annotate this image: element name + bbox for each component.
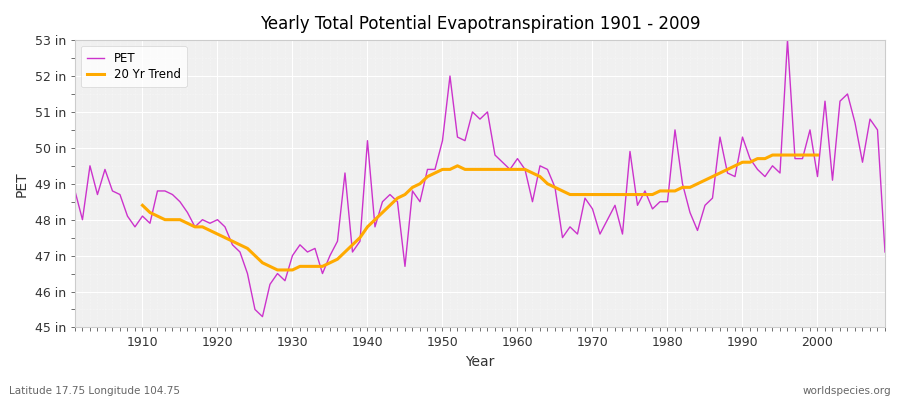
- PET: [609, 203, 620, 208]
- 20 Yr Trend: [220, 235, 230, 240]
- PET: [519, 167, 530, 172]
- Y-axis label: PET: PET: [15, 171, 29, 196]
- PET: [69, 188, 80, 193]
- X-axis label: Year: Year: [465, 355, 495, 369]
- 20 Yr Trend: [272, 268, 283, 272]
- PET: [512, 156, 523, 161]
- 20 Yr Trend: [302, 264, 313, 269]
- PET: [782, 38, 793, 42]
- 20 Yr Trend: [715, 170, 725, 175]
- Text: worldspecies.org: worldspecies.org: [803, 386, 891, 396]
- PET: [302, 250, 313, 254]
- PET: [879, 250, 890, 254]
- PET: [347, 250, 358, 254]
- 20 Yr Trend: [535, 174, 545, 179]
- Line: PET: PET: [75, 40, 885, 317]
- PET: [257, 314, 268, 319]
- 20 Yr Trend: [317, 264, 328, 269]
- 20 Yr Trend: [812, 153, 823, 158]
- 20 Yr Trend: [767, 153, 778, 158]
- 20 Yr Trend: [805, 153, 815, 158]
- 20 Yr Trend: [137, 203, 148, 208]
- Text: Latitude 17.75 Longitude 104.75: Latitude 17.75 Longitude 104.75: [9, 386, 180, 396]
- PET: [130, 224, 140, 229]
- Line: 20 Yr Trend: 20 Yr Trend: [142, 155, 817, 270]
- Title: Yearly Total Potential Evapotranspiration 1901 - 2009: Yearly Total Potential Evapotranspiratio…: [260, 15, 700, 33]
- Legend: PET, 20 Yr Trend: PET, 20 Yr Trend: [81, 46, 187, 87]
